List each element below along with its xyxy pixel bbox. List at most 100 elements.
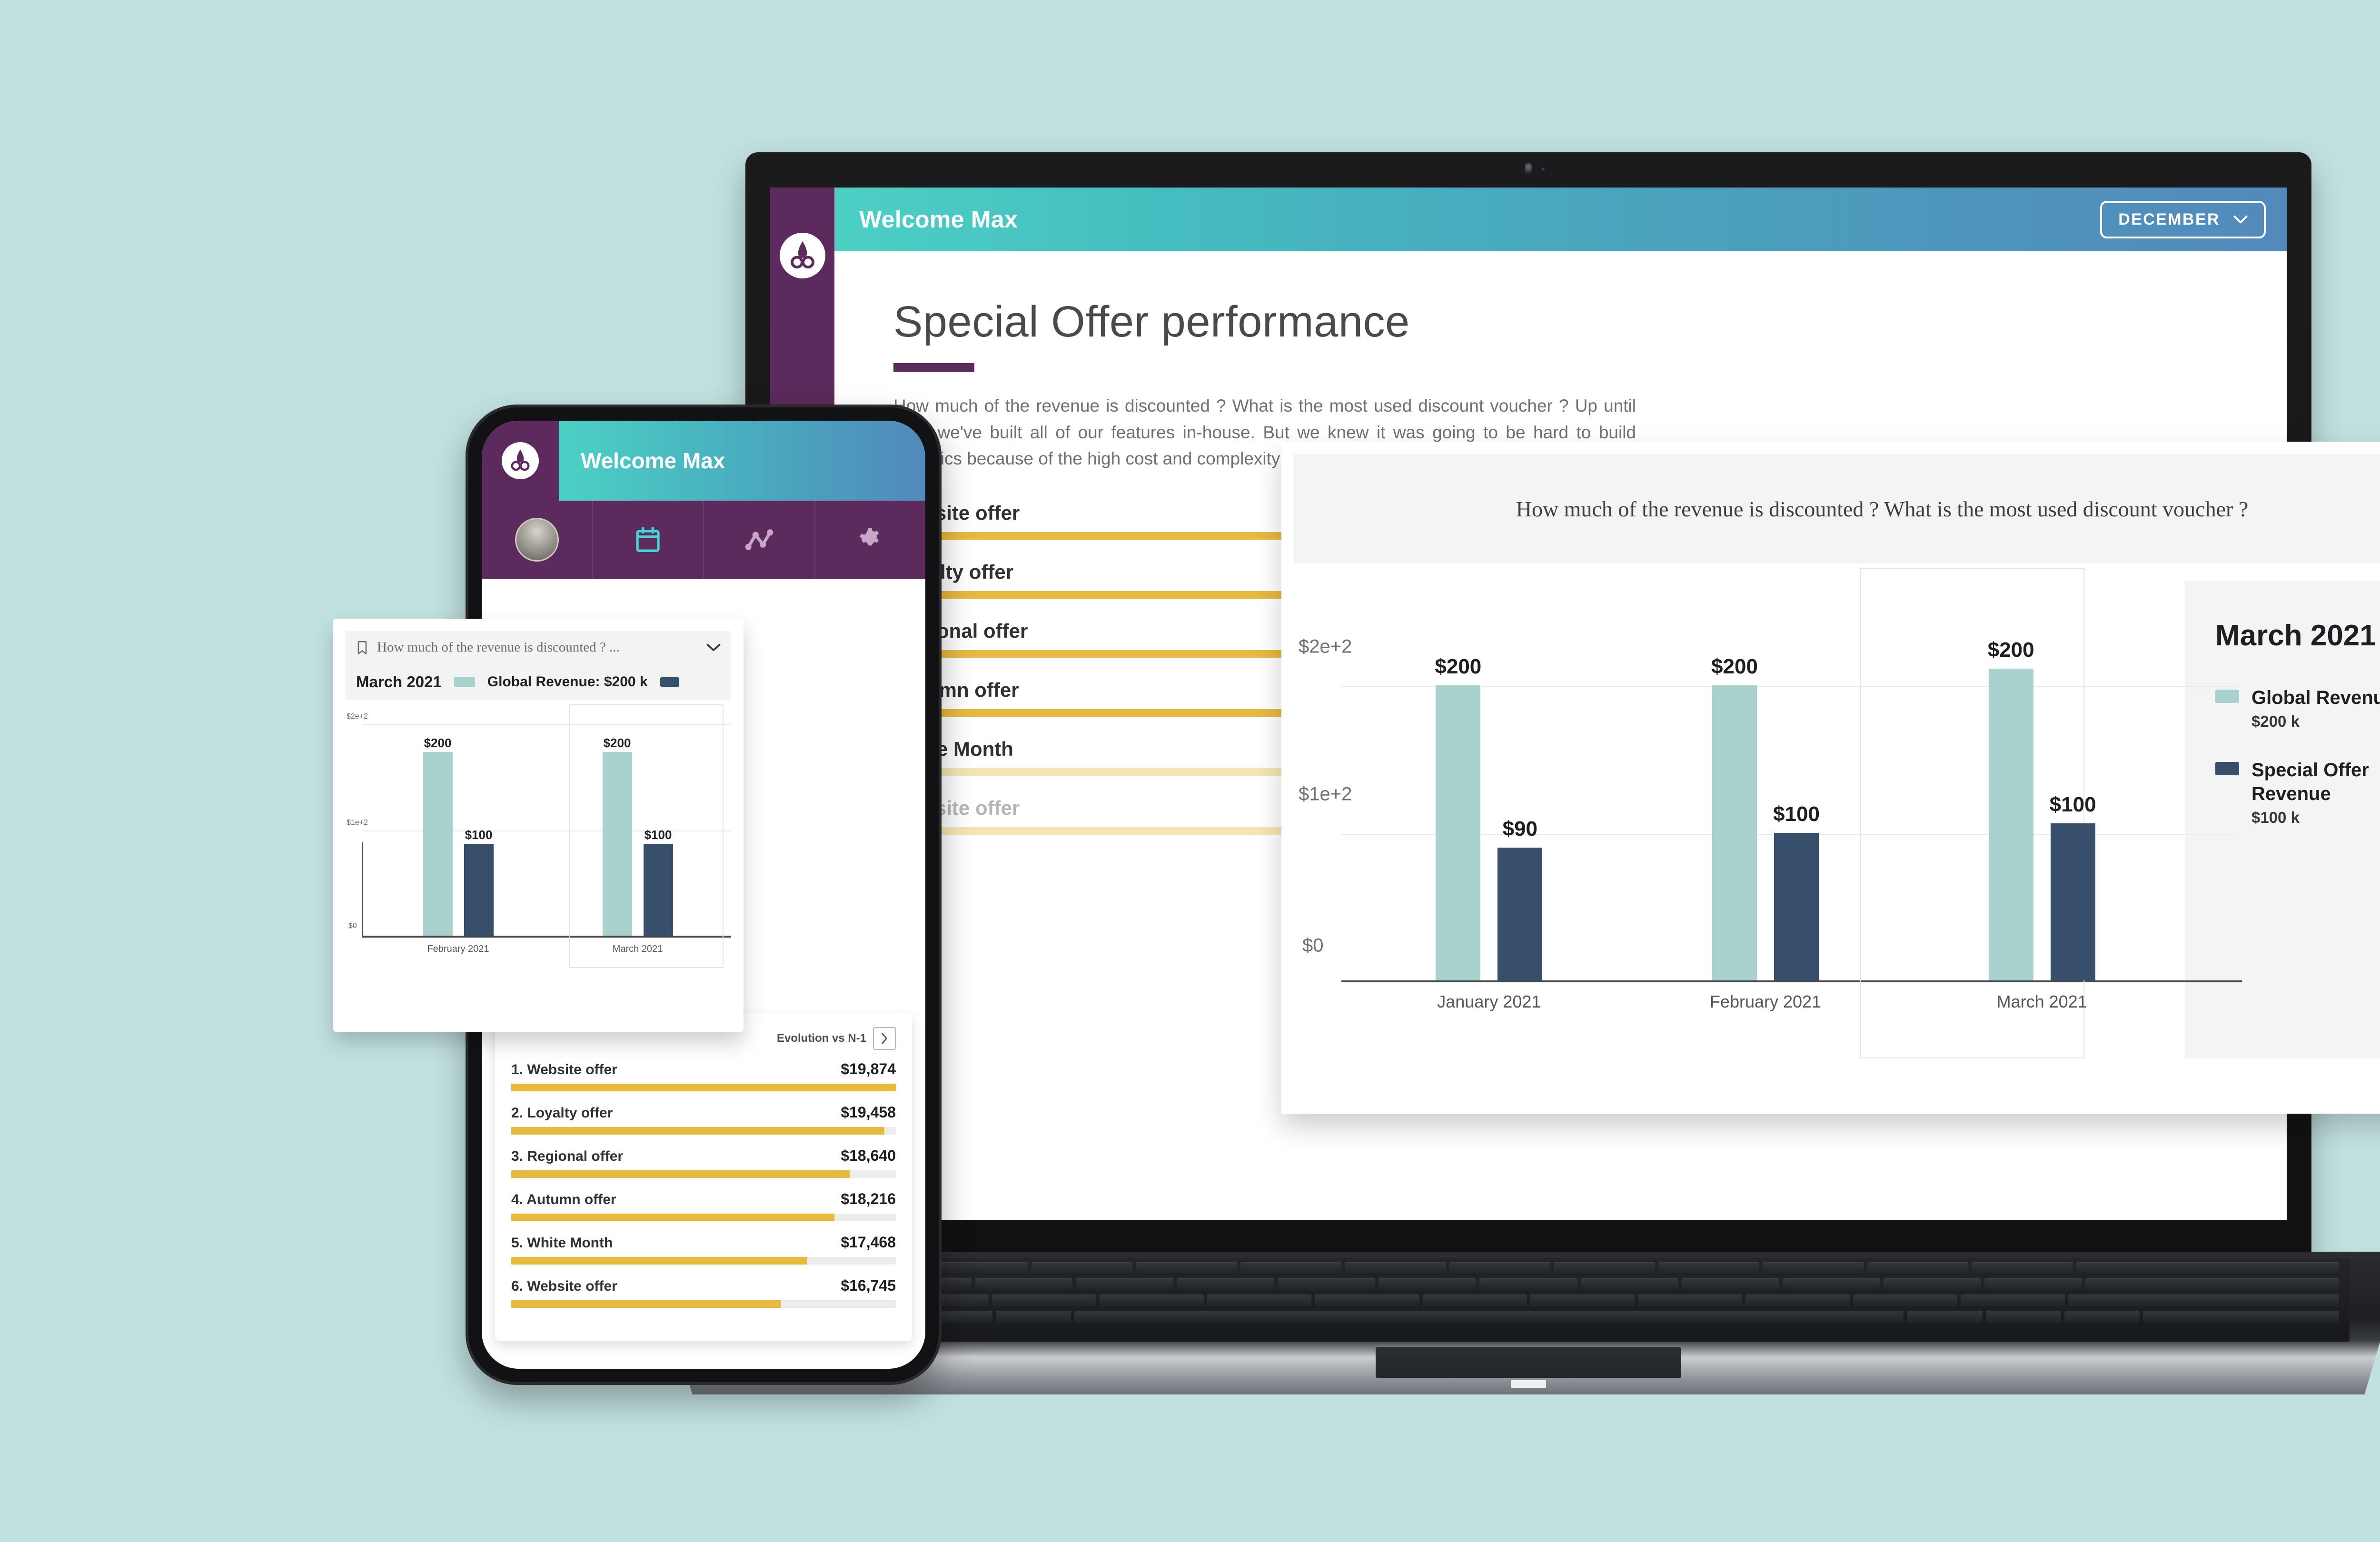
y-axis-tick: $2e+2 <box>347 712 368 721</box>
key <box>2076 1262 2339 1275</box>
brand-logo-icon[interactable] <box>779 233 825 278</box>
mini-chart-plot: $2e+2 $1e+2 $0 $200 $100 <box>346 704 731 971</box>
bar-global-revenue[interactable]: $200 <box>1435 655 1481 980</box>
list-item[interactable]: 2. Loyalty offer $19,458 <box>511 1104 896 1135</box>
key <box>1345 1262 1446 1275</box>
key <box>992 1295 1097 1307</box>
bar-global-revenue[interactable]: $200 <box>423 736 453 936</box>
x-axis-label: January 2021 <box>1437 992 1541 1011</box>
rank-value: $18,640 <box>841 1147 896 1164</box>
month-selector-button[interactable]: DECEMBER <box>2100 200 2266 238</box>
key <box>1763 1262 1864 1275</box>
big-question-text: How much of the revenue is discounted ? … <box>1516 496 2249 521</box>
webcam-icon <box>1525 163 1532 175</box>
chart-legend: March 2021 Global Revenue $200 k Special… <box>2185 581 2380 1058</box>
key <box>1867 1262 1968 1275</box>
rank-label: Website offer <box>527 1278 617 1294</box>
legend-item-name: Global Revenue <box>2251 687 2380 708</box>
key <box>1278 1278 1376 1291</box>
x-axis-label: March 2021 <box>1996 992 2087 1011</box>
laptop-bezel <box>745 152 2311 186</box>
x-axis-label: February 2021 <box>1709 992 1822 1011</box>
mini-legend-label: Global Revenue: $200 k <box>487 674 648 690</box>
gridline-200 <box>1341 686 2237 687</box>
bar-group-march-2021: $200 $100 March 2021 <box>1904 638 2180 1011</box>
mini-legend-bar: March 2021 Global Revenue: $200 k <box>346 664 731 700</box>
phone-topbar: Welcome Max <box>482 421 925 501</box>
bar-special-offer-revenue[interactable]: $100 <box>464 828 494 936</box>
app-header: Welcome Max DECEMBER <box>834 188 2287 251</box>
key <box>1207 1295 1312 1307</box>
rank-fill <box>511 1214 834 1221</box>
nav-item-analytics[interactable] <box>704 501 815 579</box>
rank-label: Regional offer <box>527 1148 624 1164</box>
brand-logo-icon[interactable] <box>502 442 539 479</box>
bar-value-label: $200 <box>1987 638 2034 662</box>
bar-group-february-2021: $200 $100 February 2021 <box>368 736 548 954</box>
bar-value-label: $90 <box>1502 817 1538 840</box>
bar-value-label: $100 <box>644 828 672 842</box>
nav-item-profile[interactable] <box>482 501 593 579</box>
rank-value: $18,216 <box>841 1190 896 1207</box>
big-chart-plot: $2e+2 $1e+2 $0 $200 $90 <box>1294 563 2242 1087</box>
list-item[interactable]: 3. Regional offer $18,640 <box>511 1147 896 1178</box>
key <box>927 1262 1028 1275</box>
legend-swatch-global-revenue <box>454 677 475 687</box>
list-item[interactable]: 5. White Month $17,468 <box>511 1234 896 1265</box>
big-chart-card: How much of the revenue is discounted ? … <box>1281 442 2380 1114</box>
evolution-toggle[interactable]: Evolution vs N-1 <box>511 1027 896 1050</box>
nav-item-settings[interactable] <box>815 501 926 579</box>
rank-number: 5. <box>511 1235 524 1251</box>
lid-notch <box>1511 1380 1546 1388</box>
key <box>1681 1278 1779 1291</box>
rank-value: $17,468 <box>841 1234 896 1251</box>
keyboard-row <box>707 1311 2350 1323</box>
rank-track <box>511 1084 896 1091</box>
legend-item-global-revenue[interactable]: Global Revenue $200 k <box>2215 686 2380 731</box>
rank-number: 6. <box>511 1278 524 1294</box>
bar-value-label: $200 <box>1435 655 1482 678</box>
bar-groups: $200 $90 January 2021 $200 <box>1351 638 2180 1011</box>
rank-fill <box>511 1300 781 1308</box>
x-axis-line <box>1341 980 2242 982</box>
y-axis-tick: $2e+2 <box>1299 636 1352 657</box>
bar-special-offer-revenue[interactable]: $90 <box>1497 817 1543 980</box>
bar-special-offer-revenue[interactable]: $100 <box>1773 802 1820 980</box>
x-axis-line <box>362 936 731 938</box>
rank-fill <box>511 1084 896 1091</box>
bar-group-march-2021: $200 $100 March 2021 <box>548 736 727 954</box>
chevron-right-icon[interactable] <box>873 1027 896 1050</box>
legend-swatch-global-revenue <box>2215 690 2239 703</box>
phone-screen: Welcome Max <box>482 421 925 1369</box>
list-item[interactable]: 4. Autumn offer $18,216 <box>511 1190 896 1221</box>
rank-label: Loyalty offer <box>527 1105 613 1121</box>
key <box>1960 1295 2065 1307</box>
key <box>996 1311 1071 1323</box>
bar-special-offer-revenue[interactable]: $100 <box>643 828 673 936</box>
list-item[interactable]: 1. Website offer $19,874 <box>511 1060 896 1091</box>
phone-logo-column[interactable] <box>482 421 559 501</box>
key <box>1580 1278 1678 1291</box>
key <box>1745 1295 1850 1307</box>
bar-global-revenue[interactable]: $200 <box>1711 655 1758 980</box>
mini-question-bar[interactable]: How much of the revenue is discounted ? … <box>346 631 731 664</box>
x-axis-label: March 2021 <box>612 944 663 954</box>
phone-nav <box>482 501 925 579</box>
bar-special-offer-revenue[interactable]: $100 <box>2050 793 2096 980</box>
legend-item-special-offer-revenue[interactable]: Special Offer Revenue $100 k <box>2215 758 2380 827</box>
nav-item-calendar[interactable] <box>593 501 704 579</box>
list-item[interactable]: 6. Website offer $16,745 <box>511 1277 896 1308</box>
trackpad[interactable] <box>1376 1347 1681 1378</box>
evolution-label: Evolution vs N-1 <box>776 1032 866 1045</box>
rank-label: White Month <box>527 1235 613 1251</box>
rank-value: $16,745 <box>841 1277 896 1294</box>
chevron-down-icon[interactable] <box>706 643 721 652</box>
bar-global-revenue[interactable]: $200 <box>602 736 632 936</box>
rank-track <box>511 1127 896 1135</box>
keyboard[interactable] <box>707 1258 2350 1342</box>
key <box>975 1278 1073 1291</box>
rank-number: 3. <box>511 1148 524 1164</box>
key <box>1985 1311 2061 1323</box>
bar-global-revenue[interactable]: $200 <box>1988 638 2034 980</box>
